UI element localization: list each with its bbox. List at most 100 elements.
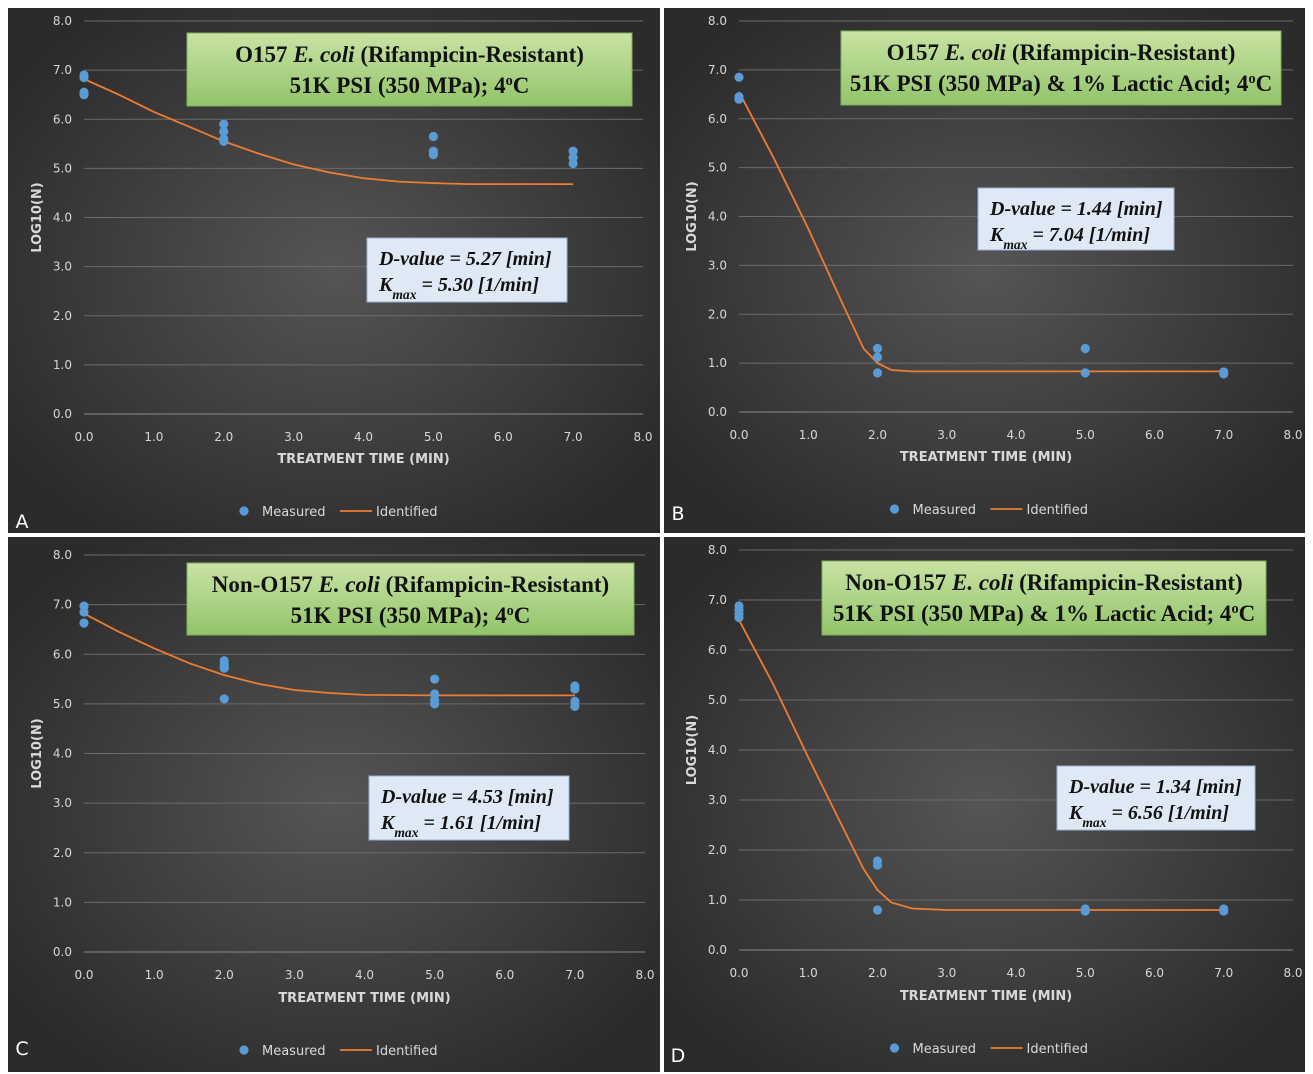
- y-tick-label: 1.0: [53, 358, 72, 372]
- measured-point: [219, 136, 229, 146]
- x-tick-label: 7.0: [565, 968, 584, 982]
- x-tick-label: 0.0: [729, 966, 748, 980]
- chart-title-line1: Non-O157 E. coli (Rifampicin-Resistant): [845, 570, 1242, 595]
- chart-title-box: [186, 562, 635, 636]
- chart-title-line2: 51K PSI (350 MPa) & 1% Lactic Acid; 4oC: [833, 601, 1255, 626]
- measured-point: [570, 701, 580, 711]
- chart-title-line1: O157 E. coli (Rifampicin-Resistant): [887, 40, 1236, 65]
- measured-point: [430, 699, 440, 709]
- panel-letter: A: [16, 511, 29, 533]
- x-tick-label: 8.0: [635, 968, 654, 982]
- y-tick-label: 5.0: [708, 161, 727, 175]
- x-tick-label: 2.0: [868, 966, 887, 980]
- y-tick-label: 2.0: [53, 309, 72, 323]
- y-tick-label: 8.0: [708, 14, 727, 28]
- measured-point: [570, 684, 580, 694]
- x-tick-label: 1.0: [144, 430, 163, 444]
- x-tick-label: 0.0: [74, 430, 93, 444]
- legend-measured-label: Measured: [262, 505, 326, 520]
- y-tick-label: 3.0: [708, 793, 727, 807]
- panel-a: 0.0 1.0 2.0 3.0 4.0 5.0 6.0 7.0 8.0 0.0 1.0 2.0 3.0 4…: [8, 8, 660, 533]
- y-tick-label: 0.0: [53, 945, 72, 959]
- d-value-label: D-value = 5.27 [min]: [378, 248, 552, 270]
- measured-point: [872, 905, 883, 915]
- legend-measured-marker: [239, 506, 249, 516]
- measured-point: [734, 72, 744, 82]
- y-tick-label: 2.0: [708, 843, 727, 857]
- measured-point: [872, 368, 883, 378]
- measured-point: [1080, 906, 1090, 916]
- y-tick-label: 4.0: [708, 210, 727, 224]
- x-tick-label: 0.0: [74, 968, 93, 982]
- x-tick-label: 5.0: [425, 968, 444, 982]
- x-tick-label: 4.0: [354, 430, 373, 444]
- annotation-box: [366, 237, 568, 303]
- y-axis-title: LOG10(N): [685, 715, 700, 785]
- annotation-box: [977, 187, 1175, 251]
- panel-c: 0.0 1.0 2.0 3.0 4.0 5.0 6.0 7.0 8.0 0.0 1.0 2.0 3.0 4…: [8, 537, 660, 1072]
- measured-point: [219, 119, 229, 129]
- y-tick-label: 6.0: [708, 643, 727, 657]
- panel-letter: C: [15, 1038, 28, 1060]
- y-tick-label: 2.0: [708, 307, 727, 321]
- y-tick-label: 1.0: [53, 895, 72, 909]
- x-tick-label: 6.0: [494, 430, 513, 444]
- chart-title-box: [821, 560, 1267, 636]
- y-tick-label: 8.0: [53, 548, 72, 562]
- y-axis-title: LOG10(N): [30, 182, 45, 252]
- d-value-label: D-value = 1.44 [min]: [989, 198, 1163, 220]
- kmax-label: Kmax = 1.61 [1/min]: [380, 812, 541, 840]
- measured-point: [428, 150, 438, 160]
- legend-measured-label: Measured: [913, 1042, 977, 1057]
- x-tick-label: 1.0: [145, 968, 164, 982]
- measured-point: [219, 663, 229, 673]
- x-tick-label: 3.0: [937, 966, 956, 980]
- y-tick-label: 6.0: [708, 112, 727, 126]
- x-tick-label: 3.0: [284, 430, 303, 444]
- x-tick-label: 5.0: [1076, 428, 1095, 442]
- x-axis-title: TREATMENT TIME (MIN): [900, 989, 1072, 1004]
- y-tick-label: 0.0: [53, 407, 72, 421]
- measured-point: [219, 694, 229, 704]
- chart-title-line1: Non-O157 E. coli (Rifampicin-Resistant): [212, 572, 609, 597]
- panel-letter: B: [671, 503, 684, 525]
- x-tick-label: 2.0: [215, 968, 234, 982]
- x-tick-label: 3.0: [937, 428, 956, 442]
- measured-point: [430, 674, 440, 684]
- measured-point: [1219, 369, 1229, 379]
- x-tick-label: 4.0: [1006, 428, 1025, 442]
- y-axis-title: LOG10(N): [30, 718, 45, 788]
- chart-title-line2: 51K PSI (350 MPa) & 1% Lactic Acid; 4oC: [850, 71, 1272, 96]
- y-tick-label: 3.0: [53, 796, 72, 810]
- legend-measured-label: Measured: [262, 1044, 326, 1059]
- identified-line: [83, 78, 574, 186]
- y-tick-label: 6.0: [53, 112, 72, 126]
- annotation-box: [368, 775, 570, 841]
- y-tick-label: 5.0: [708, 693, 727, 707]
- y-tick-label: 7.0: [53, 63, 72, 77]
- x-tick-label: 6.0: [495, 968, 514, 982]
- x-tick-label: 5.0: [424, 430, 443, 444]
- kmax-label: Kmax = 7.04 [1/min]: [989, 224, 1150, 252]
- y-tick-label: 7.0: [708, 593, 727, 607]
- legend-measured-label: Measured: [913, 503, 977, 518]
- x-tick-label: 6.0: [1145, 966, 1164, 980]
- x-tick-label: 7.0: [1214, 966, 1233, 980]
- measured-point: [1080, 368, 1090, 378]
- x-tick-label: 4.0: [1006, 966, 1025, 980]
- legend-identified-label: Identified: [376, 505, 437, 520]
- y-tick-label: 1.0: [708, 356, 727, 370]
- y-tick-label: 1.0: [708, 893, 727, 907]
- legend-identified-label: Identified: [1027, 1042, 1088, 1057]
- measured-point: [1219, 906, 1229, 916]
- x-tick-label: 8.0: [1283, 966, 1302, 980]
- measured-point: [219, 126, 229, 137]
- measured-point: [428, 131, 438, 142]
- x-tick-label: 5.0: [1076, 966, 1095, 980]
- d-value-label: D-value = 4.53 [min]: [380, 786, 554, 808]
- identified-line: [83, 612, 575, 697]
- measured-point: [1080, 343, 1090, 354]
- x-tick-label: 2.0: [868, 428, 887, 442]
- legend-measured-marker: [239, 1045, 249, 1055]
